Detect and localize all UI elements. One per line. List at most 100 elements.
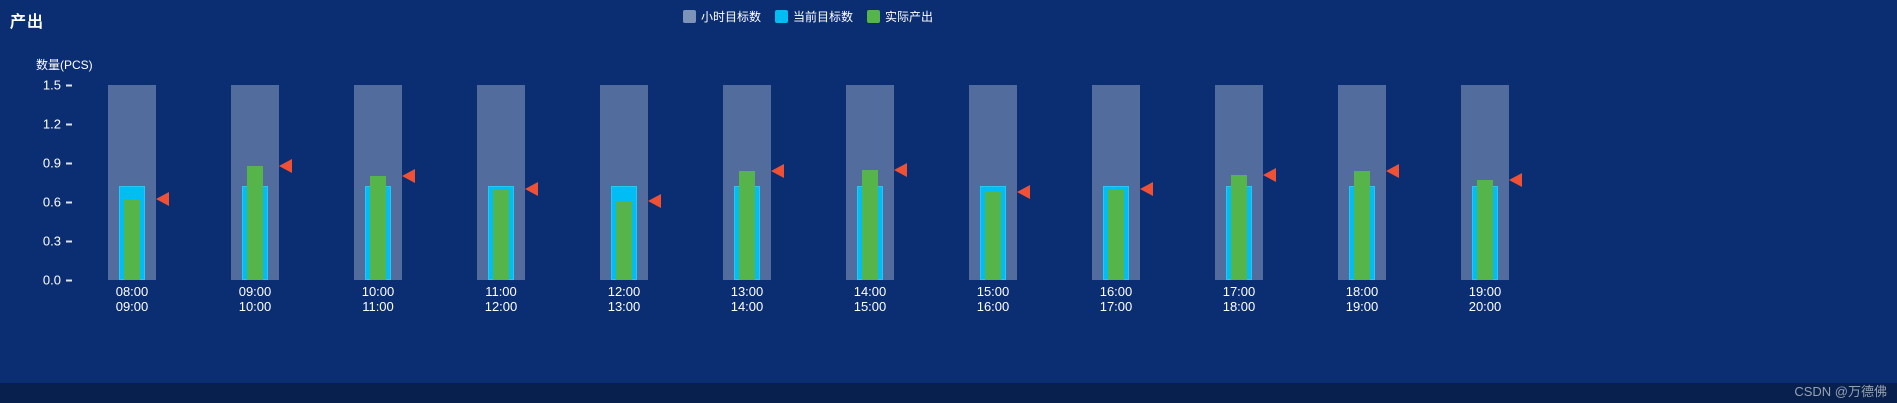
actual-output-marker-icon (1263, 167, 1276, 182)
x-tick-line: 20:00 (1468, 299, 1502, 314)
actual-output-marker-icon (771, 163, 784, 178)
plot-area: 08:00 09:00 09:00 10:00 10:00 11:00 11:00 12:00… (70, 85, 1610, 314)
x-tick-line: 10:00 (238, 299, 272, 314)
y-tick-label: 0.9 (42, 155, 61, 171)
actual-output-bar[interactable] (862, 169, 878, 280)
actual-output-marker-icon (1386, 163, 1399, 178)
x-tick-label: 19:00 20:00 (1445, 284, 1525, 314)
x-tick-line: 19:00 (1468, 284, 1502, 299)
x-tick-line: 13:00 (607, 299, 641, 314)
bar-group[interactable]: 16:00 17:00 (1055, 85, 1177, 314)
y-tick-label: 1.5 (42, 77, 61, 93)
x-tick-line: 11:00 (362, 299, 394, 314)
x-tick-label: 08:00 09:00 (92, 284, 172, 314)
x-tick-line: 18:00 (1345, 284, 1379, 299)
actual-output-bar[interactable] (1477, 179, 1493, 280)
x-tick-line: 11:00 (485, 284, 517, 299)
y-tick-mark (66, 84, 72, 86)
bar-group[interactable]: 19:00 20:00 (1424, 85, 1546, 314)
y-tick: 1.2 (35, 117, 72, 132)
actual-output-bar[interactable] (985, 191, 1001, 280)
x-tick-line: 12:00 (607, 284, 641, 299)
actual-output-bar[interactable] (616, 200, 632, 280)
x-tick-label: 09:00 10:00 (215, 284, 295, 314)
legend-label-hourly-target: 小时目标数 (701, 10, 762, 24)
y-tick: 0.6 (35, 195, 72, 210)
actual-output-marker-icon (402, 169, 415, 183)
watermark: CSDN @万德佛 (1794, 384, 1887, 399)
bar-group[interactable]: 18:00 19:00 (1301, 85, 1423, 314)
bar-group[interactable]: 15:00 16:00 (932, 85, 1054, 314)
y-tick: 1.5 (35, 78, 72, 93)
x-tick-line: 10:00 (361, 284, 395, 299)
bar-group[interactable]: 08:00 09:00 (71, 85, 193, 314)
x-tick-line: 16:00 (976, 299, 1010, 314)
y-tick: 0.0 (35, 273, 72, 288)
x-tick-label: 12:00 13:00 (584, 284, 664, 314)
legend-swatch-hourly-target-icon (683, 10, 696, 23)
x-tick-line: 14:00 (853, 284, 887, 299)
actual-output-marker-icon (156, 192, 169, 207)
x-tick-label: 15:00 16:00 (953, 284, 1033, 314)
x-tick-line: 15:00 (853, 299, 887, 314)
y-tick-label: 1.2 (42, 116, 61, 132)
y-tick-label: 0.6 (42, 194, 61, 210)
x-tick-line: 08:00 (115, 284, 149, 299)
y-tick-mark (66, 162, 72, 164)
actual-output-marker-icon (894, 162, 907, 177)
bar-group[interactable]: 17:00 18:00 (1178, 85, 1300, 314)
x-tick-label: 10:00 11:00 (338, 284, 418, 314)
bar-group[interactable]: 13:00 14:00 (686, 85, 808, 314)
bar-group[interactable]: 14:00 15:00 (809, 85, 931, 314)
x-tick-line: 09:00 (115, 299, 149, 314)
y-tick-mark (66, 279, 72, 281)
x-tick-label: 11:00 12:00 (461, 284, 541, 314)
actual-output-bar[interactable] (1108, 189, 1124, 280)
x-tick-line: 16:00 (1099, 284, 1133, 299)
y-tick-label: 0.3 (42, 233, 61, 249)
bar-group[interactable]: 10:00 11:00 (317, 85, 439, 314)
footer-bar (0, 383, 1897, 403)
actual-output-bar[interactable] (1231, 174, 1247, 280)
x-tick-line: 14:00 (730, 299, 764, 314)
actual-output-marker-icon (1017, 184, 1030, 199)
bar-group[interactable]: 12:00 13:00 (563, 85, 685, 314)
y-tick-mark (66, 240, 72, 242)
legend-label-actual-output: 实际产出 (885, 10, 934, 24)
bar-group[interactable]: 11:00 12:00 (440, 85, 562, 314)
actual-output-marker-icon (1509, 172, 1522, 187)
x-tick-line: 19:00 (1345, 299, 1379, 314)
x-tick-line: 17:00 (1222, 284, 1256, 299)
x-tick-label: 17:00 18:00 (1199, 284, 1279, 314)
x-tick-label: 13:00 14:00 (707, 284, 787, 314)
legend-item-current-target[interactable]: 当前目标数 (775, 8, 853, 25)
legend-item-hourly-target[interactable]: 小时目标数 (683, 8, 761, 25)
y-tick: 0.9 (35, 156, 72, 171)
y-axis: 1.5 1.2 0.9 0.6 0.3 0.0 (0, 78, 72, 288)
y-tick: 0.3 (35, 234, 72, 249)
bar-group[interactable]: 09:00 10:00 (194, 85, 316, 314)
legend-label-current-target: 当前目标数 (793, 10, 854, 24)
actual-output-marker-icon (1140, 182, 1153, 196)
x-tick-line: 09:00 (238, 284, 272, 299)
x-tick-label: 14:00 15:00 (830, 284, 910, 314)
actual-output-marker-icon (525, 182, 538, 196)
x-tick-line: 13:00 (730, 284, 764, 299)
actual-output-marker-icon (648, 193, 661, 208)
actual-output-bar[interactable] (493, 189, 509, 280)
actual-output-bar[interactable] (739, 170, 755, 280)
x-tick-line: 18:00 (1222, 299, 1256, 314)
x-tick-label: 18:00 19:00 (1322, 284, 1402, 314)
x-tick-label: 16:00 17:00 (1076, 284, 1156, 314)
actual-output-bar[interactable] (247, 165, 263, 280)
actual-output-bar[interactable] (124, 199, 140, 280)
legend: 小时目标数 当前目标数 实际产出 (683, 8, 933, 25)
actual-output-bar[interactable] (370, 176, 386, 280)
actual-output-bar[interactable] (1354, 170, 1370, 280)
legend-item-actual-output[interactable]: 实际产出 (867, 8, 933, 25)
x-tick-line: 15:00 (976, 284, 1010, 299)
legend-swatch-current-target-icon (775, 10, 789, 23)
y-tick-mark (66, 123, 72, 125)
y-tick-mark (66, 201, 72, 203)
